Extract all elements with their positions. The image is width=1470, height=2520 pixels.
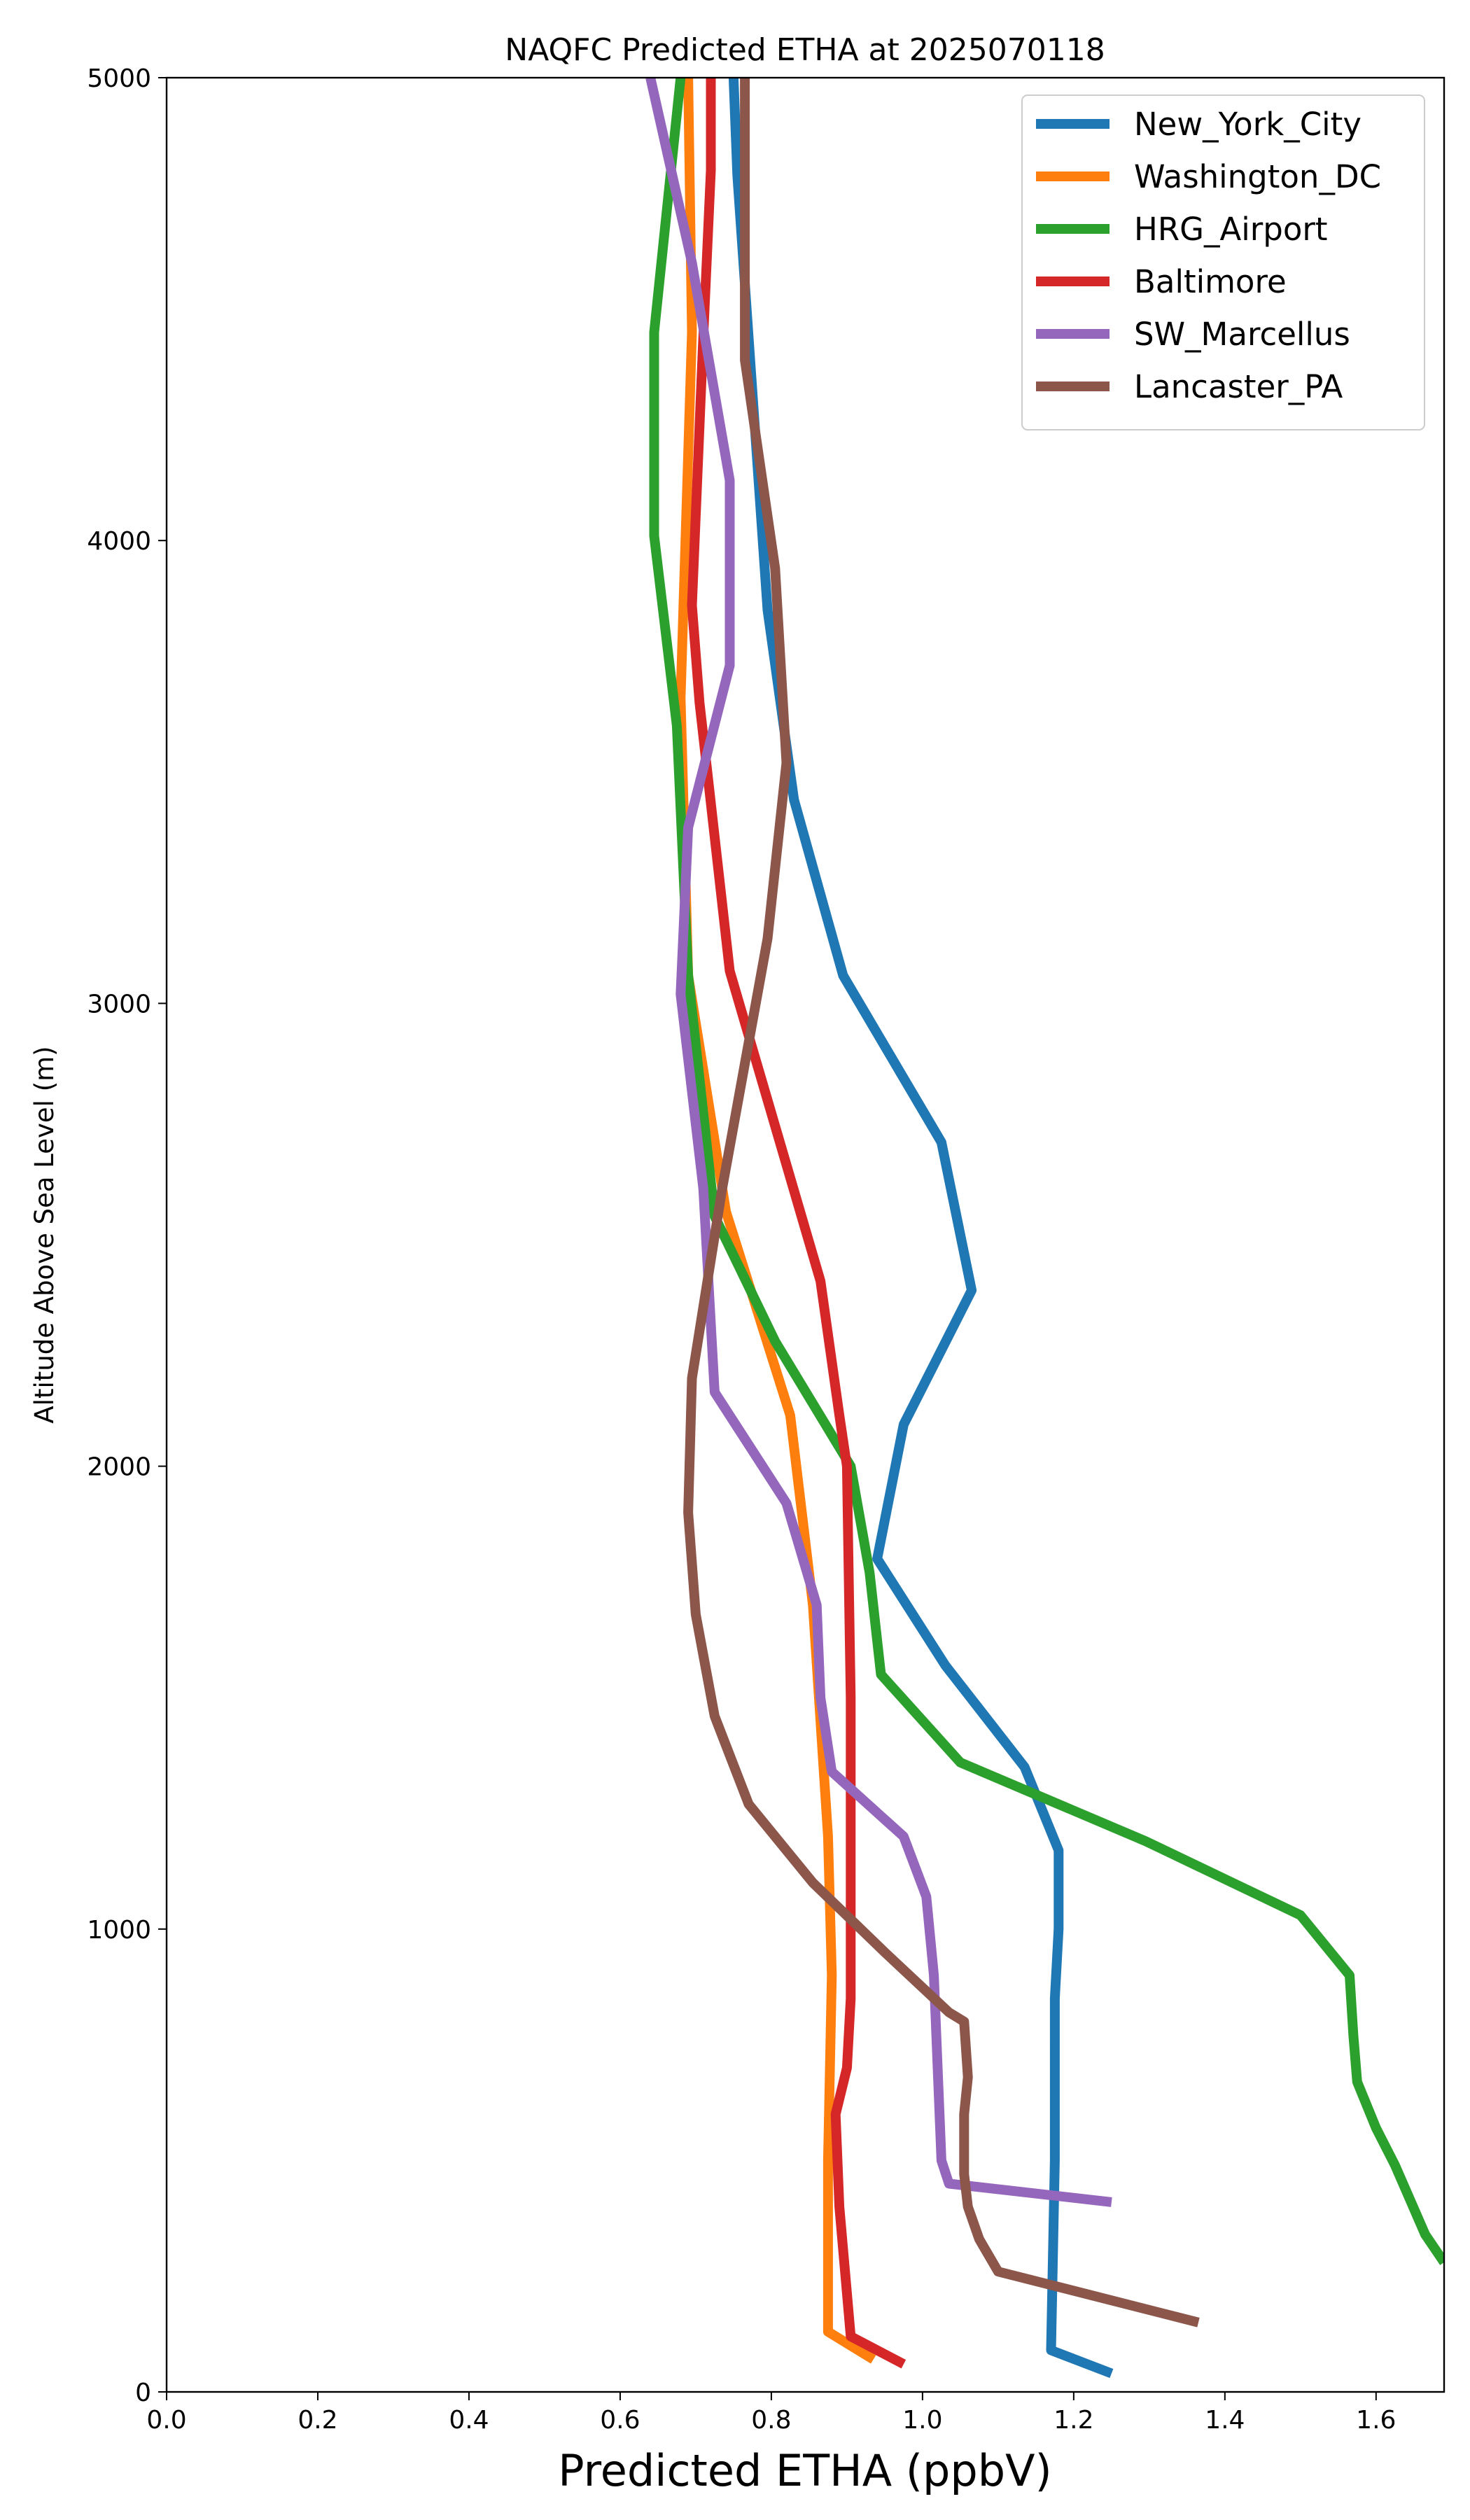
- y-tick-label: 1000: [87, 1916, 151, 1945]
- legend-label-washington-dc: Washington_DC: [1134, 158, 1381, 195]
- legend-label-sw-marcellus: SW_Marcellus: [1134, 316, 1350, 353]
- y-tick-label: 3000: [87, 990, 151, 1018]
- series-layer: [645, 78, 1444, 2379]
- y-tick-label: 0: [135, 2379, 151, 2407]
- series-line-lancaster-pa: [683, 78, 1200, 2328]
- legend-label-baltimore: Baltimore: [1134, 263, 1287, 300]
- x-tick-label: 1.6: [1356, 2406, 1396, 2435]
- chart-title: NAQFC Predicted ETHA at 2025070118: [505, 32, 1105, 68]
- x-tick-label: 1.4: [1205, 2406, 1245, 2435]
- x-tick-label: 0.0: [146, 2406, 186, 2435]
- y-tick-label: 5000: [87, 64, 151, 93]
- series-line-baltimore: [687, 78, 906, 2369]
- series-line-sw-marcellus: [645, 78, 1112, 2207]
- plot-frame: [165, 76, 1446, 2393]
- legend-label-lancaster-pa: Lancaster_PA: [1134, 368, 1343, 405]
- y-tick-label: 2000: [87, 1453, 151, 1482]
- legend-label-hrg-airport: HRG_Airport: [1134, 211, 1328, 248]
- x-tick-label: 0.6: [600, 2406, 640, 2435]
- series-line-hrg-airport: [649, 78, 1444, 2265]
- x-tick-label: 1.2: [1054, 2406, 1093, 2435]
- x-tick-label: 0.2: [298, 2406, 337, 2435]
- legend: New_York_City Washington_DC HRG_Airport Bal…: [1021, 94, 1425, 430]
- y-axis-label: Altitude Above Sea Level (m): [29, 1046, 59, 1423]
- legend-label-new-york-city: New_York_City: [1134, 106, 1362, 143]
- legend-box: [1021, 94, 1425, 430]
- x-tick-label: 0.4: [449, 2406, 489, 2435]
- y-tick-label: 4000: [87, 527, 151, 556]
- x-axis-label: Predicted ETHA (ppbV): [558, 2445, 1051, 2496]
- x-tick-label: 0.8: [751, 2406, 791, 2435]
- axis-layer: 0.0 0.2 0.4 0.6 0.8 1.0 1.2 1.4 1.6 0 1000 2000 3000…: [87, 64, 1396, 2435]
- x-tick-label: 1.0: [902, 2406, 942, 2435]
- series-line-washington-dc: [676, 78, 876, 2364]
